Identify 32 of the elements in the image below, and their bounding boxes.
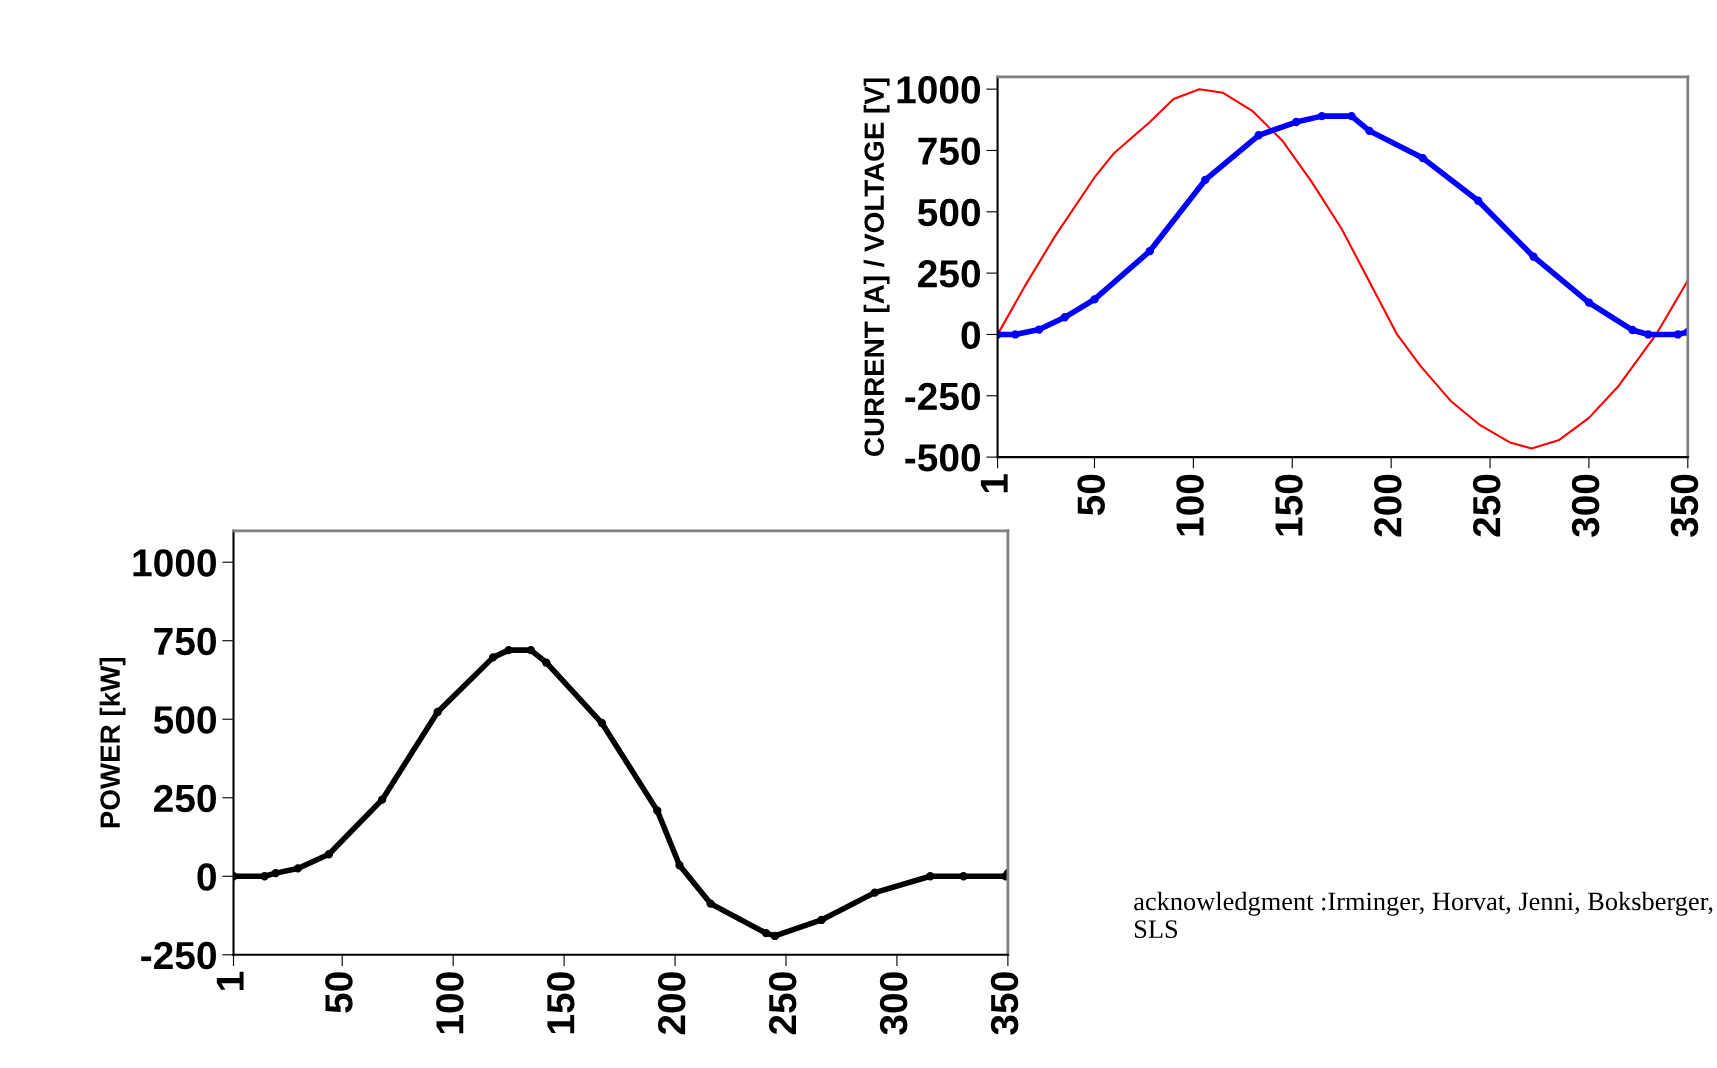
x-tick-label: 300 [1571, 474, 1600, 538]
y-tick-label: -500 [905, 444, 981, 472]
x-tick-label: 300 [879, 972, 908, 1035]
x-tick-label: 1 [980, 474, 1008, 493]
x-tick-label: 100 [436, 972, 464, 1034]
y-tick-label: 1000 [133, 549, 216, 577]
y-tick-label: -250 [905, 382, 981, 411]
y-axis-title: CURRENT [A] / VOLTAGE [V] [863, 78, 890, 456]
y-tick-label: 750 [918, 137, 981, 165]
y-tick-label: 250 [918, 260, 981, 288]
y-tick-label: 1000 [897, 76, 981, 104]
y-tick-label: 750 [154, 627, 216, 656]
text: acknowledgment :Irminger, Horvat, Jenni, Boksberger, SLS [1134, 891, 1713, 939]
x-tick-label: 150 [547, 972, 575, 1034]
x-tick-label: 150 [1275, 474, 1303, 536]
x-tick-label: 1 [216, 971, 244, 990]
x-tick-label: 350 [1670, 474, 1699, 538]
y-tick-label: 0 [961, 321, 981, 349]
x-tick-label: 250 [1472, 474, 1501, 537]
x-tick-label: 200 [1374, 474, 1402, 537]
y-axis-title: POWER [kW] [99, 657, 126, 828]
x-tick-label: 50 [1077, 474, 1105, 516]
x-tick-label: 100 [1176, 474, 1204, 536]
y-tick-label: 500 [153, 706, 216, 734]
y-tick-label: 250 [154, 784, 216, 813]
y-tick-label: 500 [917, 198, 981, 227]
x-tick-label: 250 [768, 972, 797, 1035]
x-tick-label: 350 [990, 972, 1019, 1035]
x-tick-label: 50 [325, 972, 353, 1013]
y-tick-label: -250 [141, 941, 216, 970]
y-tick-label: 0 [197, 863, 216, 891]
x-tick-label: 200 [657, 972, 686, 1035]
